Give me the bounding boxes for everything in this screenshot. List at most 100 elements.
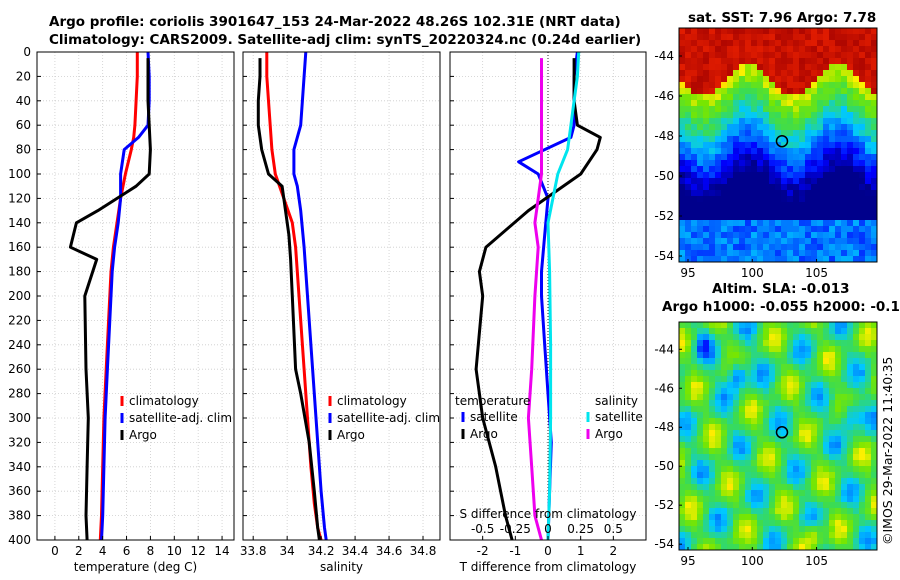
map-cell	[763, 322, 769, 328]
map-cell	[739, 220, 745, 226]
map-cell	[847, 214, 853, 220]
map-cell	[799, 466, 805, 472]
map-cell	[751, 82, 757, 88]
map-cell	[727, 220, 733, 226]
map-cell	[679, 226, 685, 232]
map-cell	[733, 82, 739, 88]
map-cell	[709, 382, 715, 388]
map-cell	[721, 106, 727, 112]
map-cell	[805, 412, 811, 418]
map-cell	[823, 454, 829, 460]
map-cell	[679, 64, 685, 70]
map-cell	[817, 178, 823, 184]
map-cell	[859, 190, 865, 196]
map-cell	[841, 406, 847, 412]
map-cell	[721, 196, 727, 202]
map-cell	[745, 166, 751, 172]
map-cell	[859, 82, 865, 88]
map-cell	[859, 520, 865, 526]
map-cell	[679, 544, 685, 550]
map-cell	[853, 118, 859, 124]
map-cell	[829, 94, 835, 100]
map-cell	[847, 172, 853, 178]
map-cell	[775, 70, 781, 76]
map-cell	[775, 406, 781, 412]
map-cell	[691, 58, 697, 64]
map-cell	[703, 364, 709, 370]
map-cell	[829, 226, 835, 232]
map-cell	[769, 412, 775, 418]
map-cell	[697, 148, 703, 154]
map-cell	[853, 490, 859, 496]
map-cell	[691, 496, 697, 502]
map-cell	[799, 400, 805, 406]
map-cell	[865, 364, 871, 370]
map-cell	[823, 514, 829, 520]
map-cell	[823, 166, 829, 172]
map-cell	[793, 328, 799, 334]
map-cell	[829, 184, 835, 190]
map-cell	[763, 82, 769, 88]
map-cell	[679, 178, 685, 184]
map-cell	[859, 70, 865, 76]
map-cell	[787, 142, 793, 148]
map-cell	[805, 256, 811, 262]
map-cell	[841, 88, 847, 94]
map-cell	[787, 430, 793, 436]
map-cell	[787, 250, 793, 256]
map-cell	[835, 520, 841, 526]
map-cell	[859, 430, 865, 436]
map-cell	[727, 130, 733, 136]
map-cell	[739, 160, 745, 166]
map-cell	[847, 508, 853, 514]
map-cell	[769, 478, 775, 484]
sst-map-argo-position-marker	[775, 134, 789, 148]
map-cell	[715, 88, 721, 94]
map-cell	[709, 58, 715, 64]
map-cell	[763, 544, 769, 550]
map-cell	[697, 496, 703, 502]
map-cell	[859, 232, 865, 238]
map-cell	[811, 142, 817, 148]
map-cell	[679, 412, 685, 418]
map-cell	[805, 544, 811, 550]
map-cell	[847, 94, 853, 100]
map-cell	[829, 124, 835, 130]
map-cell	[781, 532, 787, 538]
map-cell	[805, 232, 811, 238]
map-cell	[721, 46, 727, 52]
map-cell	[841, 496, 847, 502]
depth-tick-label: 60	[16, 118, 31, 132]
map-cell	[811, 172, 817, 178]
depth-tick-label: 80	[16, 143, 31, 157]
map-cell	[679, 406, 685, 412]
map-cell	[757, 370, 763, 376]
map-cell	[715, 406, 721, 412]
map-cell	[793, 232, 799, 238]
map-cell	[787, 82, 793, 88]
map-cell	[739, 76, 745, 82]
map-cell	[715, 364, 721, 370]
map-cell	[703, 502, 709, 508]
map-cell	[727, 322, 733, 328]
map-cell	[865, 220, 871, 226]
map-cell	[751, 184, 757, 190]
map-cell	[787, 424, 793, 430]
map-cell	[817, 484, 823, 490]
map-cell	[841, 136, 847, 142]
map-cell	[847, 112, 853, 118]
map-cell	[685, 490, 691, 496]
map-cell	[697, 256, 703, 262]
map-cell	[859, 106, 865, 112]
map-cell	[823, 142, 829, 148]
map-cell	[709, 106, 715, 112]
map-cell	[715, 244, 721, 250]
map-cell	[793, 358, 799, 364]
map-cell	[745, 118, 751, 124]
map-cell	[847, 154, 853, 160]
map-cell	[733, 220, 739, 226]
map-cell	[871, 226, 877, 232]
map-cell	[781, 346, 787, 352]
map-cell	[847, 70, 853, 76]
